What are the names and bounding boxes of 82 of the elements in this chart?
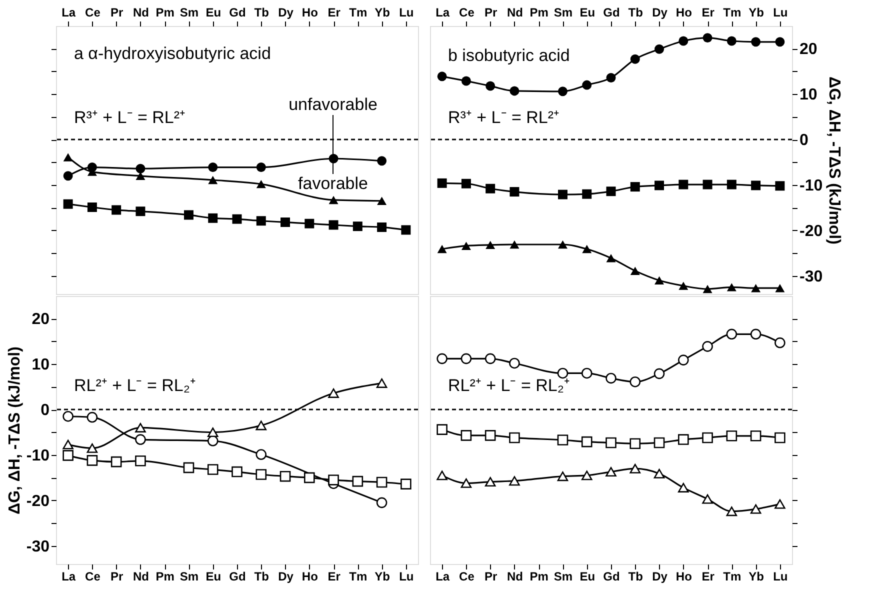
- y-tick-label: -30: [800, 268, 823, 286]
- x-tick-label: Tb: [628, 570, 643, 584]
- y-tick-label: 20: [32, 311, 50, 328]
- y-axis-title: ΔG, ΔH, -TΔS (kJ/mol): [6, 346, 24, 514]
- x-tick-label: Er: [328, 6, 341, 20]
- y-tick-label: 0: [40, 402, 50, 420]
- x-tick-label: Tb: [254, 6, 269, 20]
- y-tick-label: 10: [800, 86, 818, 104]
- annotation: a α-hydroxyisobutyric acid: [74, 44, 271, 63]
- x-tick-label: Gd: [603, 570, 620, 584]
- x-tick-label: La: [436, 6, 450, 20]
- x-tick-label: Pm: [530, 570, 548, 584]
- x-tick-label: Er: [702, 570, 715, 584]
- annotation: R³⁺ + L⁻ = RL²⁺: [448, 108, 560, 127]
- x-tick-label: La: [62, 570, 76, 584]
- x-tick-label: Eu: [206, 6, 222, 20]
- x-tick-label: Gd: [603, 6, 620, 20]
- x-tick-label: Er: [702, 6, 715, 20]
- y-axis-title: ΔG, ΔH, -TΔS (kJ/mol): [826, 76, 843, 244]
- annotation: unfavorable: [288, 95, 378, 114]
- x-tick-label: Gd: [229, 570, 246, 584]
- x-tick-label: Er: [328, 570, 341, 584]
- x-tick-label: Eu: [206, 570, 222, 584]
- x-tick-label: Pr: [484, 6, 498, 20]
- x-tick-label: Ho: [302, 6, 318, 20]
- x-tick-label: Nd: [132, 6, 149, 20]
- x-tick-label: Sm: [554, 570, 573, 584]
- x-tick-label: Lu: [399, 6, 414, 20]
- x-tick-label: Dy: [652, 6, 668, 20]
- x-tick-label: La: [62, 6, 76, 20]
- x-tick-label: Tm: [349, 570, 368, 584]
- x-tick-label: Tm: [723, 570, 742, 584]
- x-tick-label: Pm: [156, 6, 174, 20]
- x-tick-label: Ho: [676, 570, 692, 584]
- y-tick-label: -10: [26, 447, 50, 464]
- x-tick-label: Sm: [554, 6, 573, 20]
- x-tick-label: Lu: [773, 570, 788, 584]
- y-tick-label: 0: [800, 132, 808, 150]
- y-tick-label: 20: [800, 41, 818, 58]
- x-tick-label: Eu: [580, 570, 596, 584]
- x-tick-label: Lu: [773, 6, 788, 20]
- x-tick-label: Yb: [374, 570, 390, 584]
- x-tick-label: Tm: [349, 6, 368, 20]
- x-tick-label: La: [436, 570, 450, 584]
- x-tick-label: Pr: [484, 570, 498, 584]
- x-tick-label: Lu: [399, 570, 414, 584]
- x-tick-label: Tb: [628, 6, 643, 20]
- x-tick-label: Pm: [530, 6, 548, 20]
- x-tick-label: Yb: [374, 6, 390, 20]
- x-tick-label: Ce: [85, 6, 101, 20]
- x-tick-label: Pm: [156, 570, 174, 584]
- x-tick-label: Dy: [278, 6, 294, 20]
- annotation: b isobutyric acid: [448, 46, 570, 65]
- annotation: RL²⁺ + L⁻ = RL₂⁺: [74, 376, 196, 395]
- x-tick-label: Sm: [180, 6, 199, 20]
- y-tick-label: -10: [800, 177, 823, 194]
- x-tick-label: Ce: [459, 6, 475, 20]
- x-tick-label: Nd: [506, 570, 523, 584]
- x-tick-label: Yb: [748, 6, 764, 20]
- x-tick-label: Tb: [254, 570, 269, 584]
- x-tick-label: Gd: [229, 6, 246, 20]
- y-tick-label: 10: [32, 356, 50, 374]
- x-tick-label: Ce: [85, 570, 101, 584]
- x-tick-label: Nd: [506, 6, 523, 20]
- x-tick-label: Tm: [723, 6, 742, 20]
- x-tick-label: Dy: [278, 570, 294, 584]
- x-tick-label: Nd: [132, 570, 149, 584]
- y-tick-label: -30: [26, 538, 50, 556]
- x-tick-label: Yb: [748, 570, 764, 584]
- x-tick-label: Sm: [180, 570, 199, 584]
- x-tick-label: Ce: [459, 570, 475, 584]
- x-tick-label: Pr: [110, 6, 124, 20]
- x-tick-label: Pr: [110, 570, 124, 584]
- y-tick-label: -20: [26, 492, 50, 510]
- x-tick-label: Ho: [302, 570, 318, 584]
- annotation: favorable: [298, 174, 368, 193]
- annotation: R³⁺ + L⁻ = RL²⁺: [74, 108, 186, 127]
- x-tick-label: Eu: [580, 6, 596, 20]
- x-tick-label: Ho: [676, 6, 692, 20]
- y-tick-label: -20: [800, 222, 823, 240]
- annotation: RL²⁺ + L⁻ = RL₂⁺: [448, 376, 570, 395]
- x-tick-label: Dy: [652, 570, 668, 584]
